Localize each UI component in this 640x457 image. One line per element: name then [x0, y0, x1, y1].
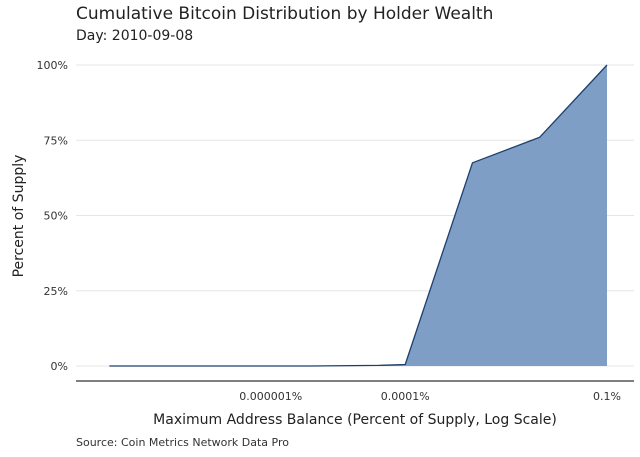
distribution-area: [109, 65, 607, 366]
x-axis-title: Maximum Address Balance (Percent of Supp…: [153, 412, 557, 428]
source-caption: Source: Coin Metrics Network Data Pro: [76, 436, 289, 449]
data-area-layer: [109, 64, 608, 367]
y-tick-label: 100%: [37, 59, 68, 72]
y-tick-label: 0%: [51, 360, 68, 373]
y-tick-label: 50%: [44, 210, 68, 223]
chart-subtitle: Day: 2010-09-08: [76, 28, 194, 44]
axes: 0% 25% 50% 75% 100% 0.000001% 0.0001% 0.1%: [37, 59, 634, 403]
x-tick-label: 0.000001%: [239, 390, 302, 403]
x-tick-label: 0.1%: [593, 390, 621, 403]
y-tick-label: 75%: [44, 134, 68, 147]
y-tick-label: 25%: [44, 285, 68, 298]
y-axis-title: Percent of Supply: [11, 155, 27, 278]
chart-title: Cumulative Bitcoin Distribution by Holde…: [76, 4, 494, 24]
distribution-line: [109, 64, 608, 367]
x-tick-label: 0.0001%: [381, 390, 430, 403]
